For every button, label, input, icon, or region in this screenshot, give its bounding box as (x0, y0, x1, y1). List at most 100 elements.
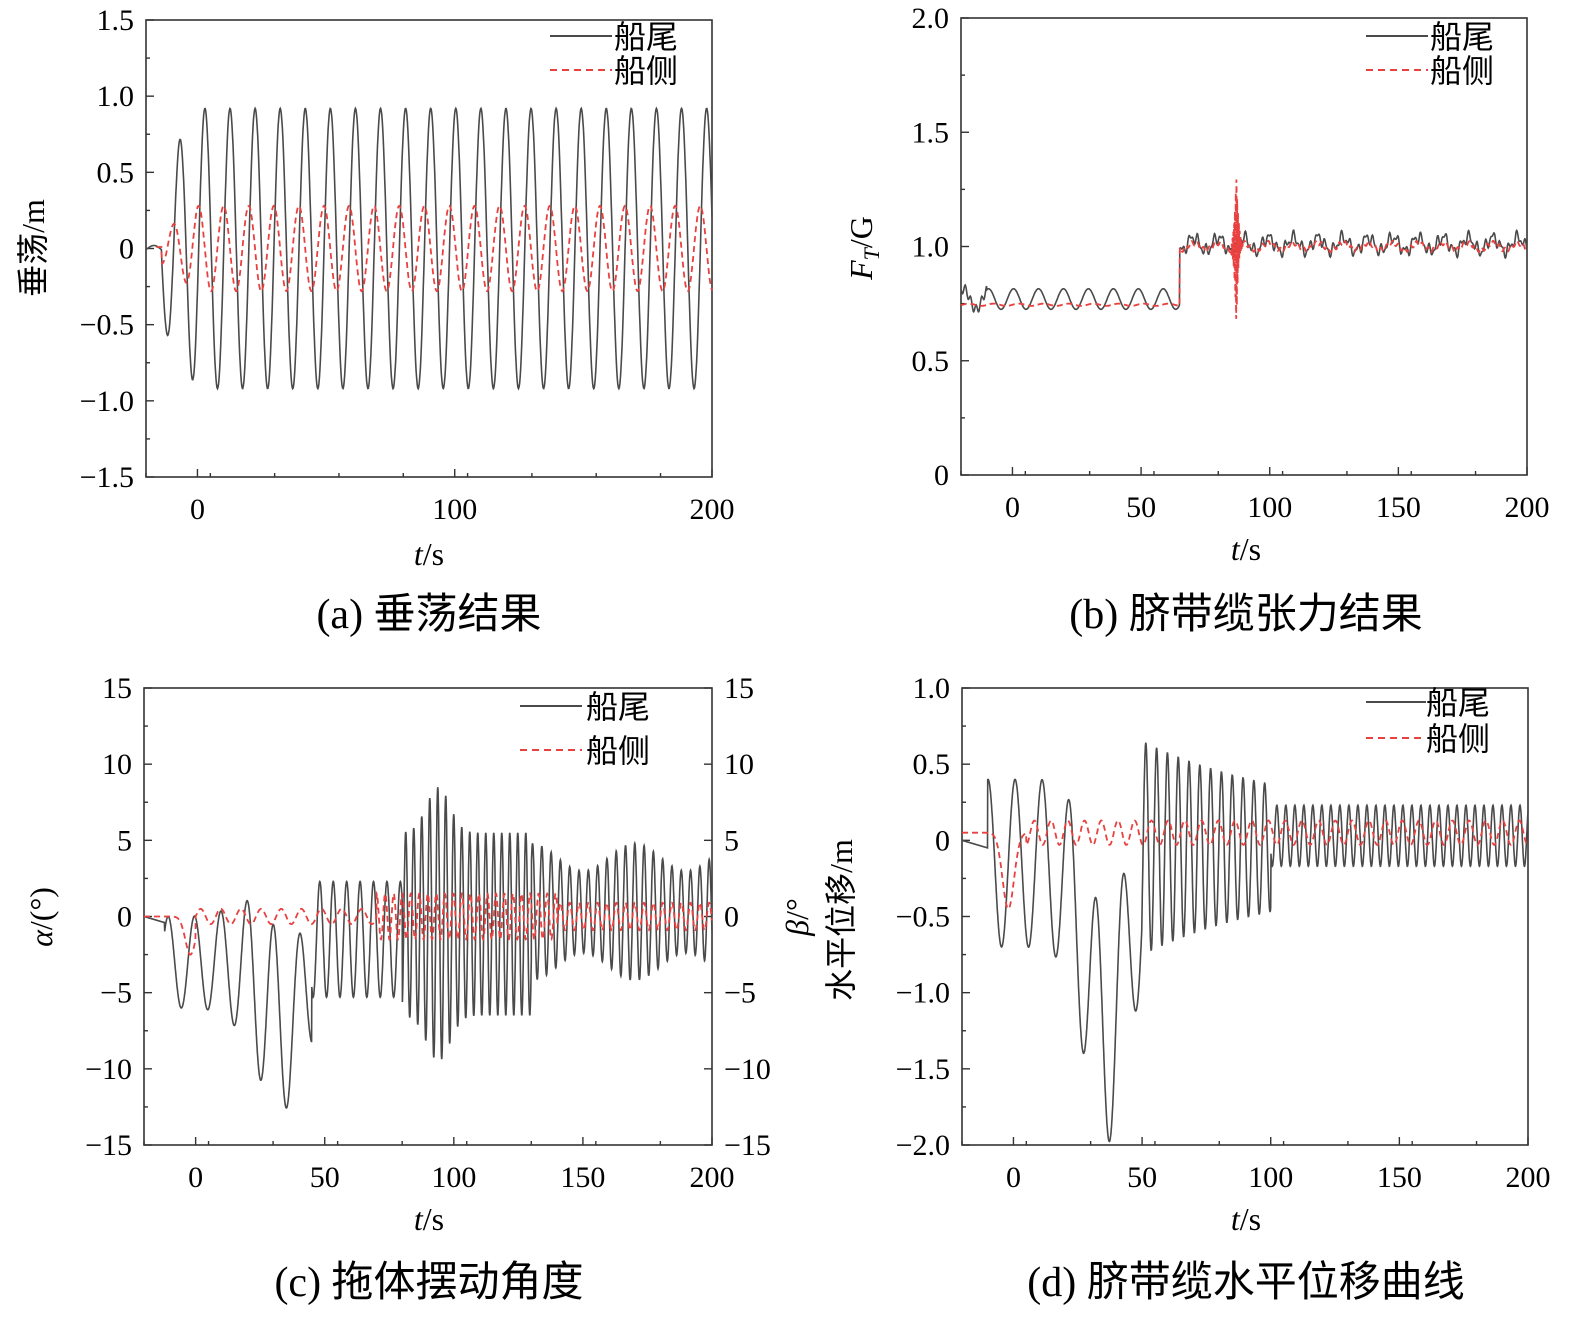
x-tick-label: 50 (310, 1161, 340, 1194)
plot-lines (143, 787, 713, 1109)
panel-a-heave: −1.5 −1.0 −0.5 0 0.5 1.0 1.5 0 100 200 船尾 船侧 垂荡/… (15, 4, 735, 638)
x-tick-label: 0 (190, 493, 205, 526)
legend: 船尾 船侧 (1366, 19, 1494, 89)
y-tick-label: −0.5 (896, 901, 950, 934)
series-stern (961, 742, 1529, 1143)
y-tick-label: −1.0 (80, 385, 134, 418)
y-tick-label: 1.0 (97, 80, 135, 113)
y2-tick-label: −5 (724, 977, 756, 1010)
x-axis-ticks: 0 50 100 150 200 (961, 1137, 1551, 1194)
y-tick-label: 1.0 (913, 672, 951, 705)
y-tick-label: −10 (85, 1053, 132, 1086)
x-tick-label: 200 (1506, 1161, 1551, 1194)
y-axis-ticks: −2.0 −1.5 −1.0 −0.5 0 0.5 1.0 (896, 672, 970, 1162)
y-axis-ticks: −1.5 −1.0 −0.5 0 0.5 1.0 1.5 (80, 4, 154, 494)
y-axis-label: α/(°) (23, 887, 59, 947)
y-tick-label: 0 (119, 233, 134, 266)
x-axis-label: t/s (1231, 531, 1261, 567)
series-side (962, 819, 1528, 910)
x-tick-label: 100 (431, 1161, 476, 1194)
x-tick-label: 150 (1377, 1161, 1422, 1194)
y2-tick-label: 10 (724, 748, 754, 781)
x-tick-label: 200 (690, 1161, 735, 1194)
x-tick-label: 0 (188, 1161, 203, 1194)
x-axis-label: t/s (1231, 1201, 1261, 1237)
legend: 船尾 船侧 (520, 689, 650, 769)
y-tick-label: −1.0 (896, 977, 950, 1010)
y2-tick-label: 15 (724, 672, 754, 705)
y2-axis-label: β/° (779, 898, 815, 937)
x-tick-label: 100 (1247, 491, 1292, 524)
y2-tick-label: 5 (724, 824, 739, 857)
y2-tick-label: −15 (724, 1129, 771, 1162)
y2-axis-ticks: −15 −10 −5 0 5 10 15 (704, 672, 771, 1162)
y-tick-label: 0.5 (97, 156, 135, 189)
legend: 船尾 船侧 (550, 19, 678, 89)
y-tick-label: −1.5 (80, 461, 134, 494)
series-stern (960, 229, 1528, 313)
y2-tick-label: 0 (724, 901, 739, 934)
legend-label-side: 船侧 (586, 733, 650, 769)
y-axis-label: 垂荡/m (15, 199, 51, 297)
y-axis-label: FT/G (843, 216, 884, 281)
caption: (d) 脐带缆水平位移曲线 (1027, 1259, 1464, 1306)
series-side (156, 204, 713, 293)
legend-label-stern: 船尾 (586, 689, 650, 725)
series-stern (145, 106, 713, 391)
x-tick-label: 0 (1006, 1161, 1021, 1194)
x-tick-label: 200 (1505, 491, 1550, 524)
x-axis-ticks: 0 100 200 (145, 469, 735, 526)
legend-label-stern: 船尾 (1426, 685, 1490, 721)
legend-label-side: 船侧 (614, 53, 678, 89)
x-axis-ticks: 0 50 100 150 200 (143, 1137, 735, 1194)
y-tick-label: −0.5 (80, 309, 134, 342)
y-tick-label: 0 (117, 901, 132, 934)
y-axis-label: 水平位移/m (823, 839, 859, 1001)
y-tick-label: −2.0 (896, 1129, 950, 1162)
x-tick-label: 150 (1376, 491, 1421, 524)
y-tick-label: 15 (102, 672, 132, 705)
x-axis-label: t/s (414, 536, 444, 572)
x-tick-label: 200 (690, 493, 735, 526)
x-tick-label: 50 (1126, 491, 1156, 524)
x-tick-label: 50 (1127, 1161, 1157, 1194)
legend: 船尾 船侧 (1366, 685, 1490, 757)
plot-lines (145, 106, 713, 391)
x-tick-label: 100 (432, 493, 477, 526)
y-tick-label: 1.5 (97, 4, 135, 37)
x-axis-ticks: 0 50 100 150 200 (960, 467, 1550, 524)
panel-d-horizontal-displacement: −2.0 −1.5 −1.0 −0.5 0 0.5 1.0 0 50 100 150 200 船尾 … (823, 672, 1551, 1306)
y-tick-label: 0.5 (913, 748, 951, 781)
series-side (960, 179, 1528, 319)
x-tick-label: 150 (560, 1161, 605, 1194)
y-tick-label: 5 (117, 824, 132, 857)
legend-label-stern: 船尾 (1430, 19, 1494, 55)
y-tick-label: 1.5 (912, 116, 950, 149)
y-tick-label: 10 (102, 748, 132, 781)
y-tick-label: −5 (100, 977, 132, 1010)
x-tick-label: 0 (1005, 491, 1020, 524)
legend-label-side: 船侧 (1426, 721, 1490, 757)
x-axis-label: t/s (414, 1201, 444, 1237)
y-tick-label: 0 (934, 459, 949, 492)
series-side (144, 890, 713, 956)
plot-lines (961, 742, 1529, 1143)
y-tick-label: −1.5 (896, 1053, 950, 1086)
legend-label-side: 船侧 (1430, 53, 1494, 89)
y-axis-ticks: −15 −10 −5 0 5 10 15 (85, 672, 152, 1162)
y-axis-ticks: 0 0.5 1.0 1.5 2.0 (912, 2, 969, 492)
plot-lines (960, 179, 1528, 319)
y-tick-label: 0 (935, 824, 950, 857)
series-stern (143, 787, 713, 1109)
caption: (c) 拖体摆动角度 (274, 1260, 583, 1306)
y-tick-label: 0.5 (912, 345, 950, 378)
y-tick-label: 2.0 (912, 2, 950, 35)
caption: (b) 脐带缆张力结果 (1069, 592, 1422, 638)
y-tick-label: 1.0 (912, 231, 950, 264)
caption: (a) 垂荡结果 (316, 592, 541, 638)
panel-c-swing-angle: −15 −10 −5 0 5 10 15 −15 −10 −5 0 5 10 15 0 50 100 150 2… (23, 672, 815, 1306)
x-tick-label: 100 (1248, 1161, 1293, 1194)
legend-label-stern: 船尾 (614, 19, 678, 55)
y2-tick-label: −10 (724, 1053, 771, 1086)
